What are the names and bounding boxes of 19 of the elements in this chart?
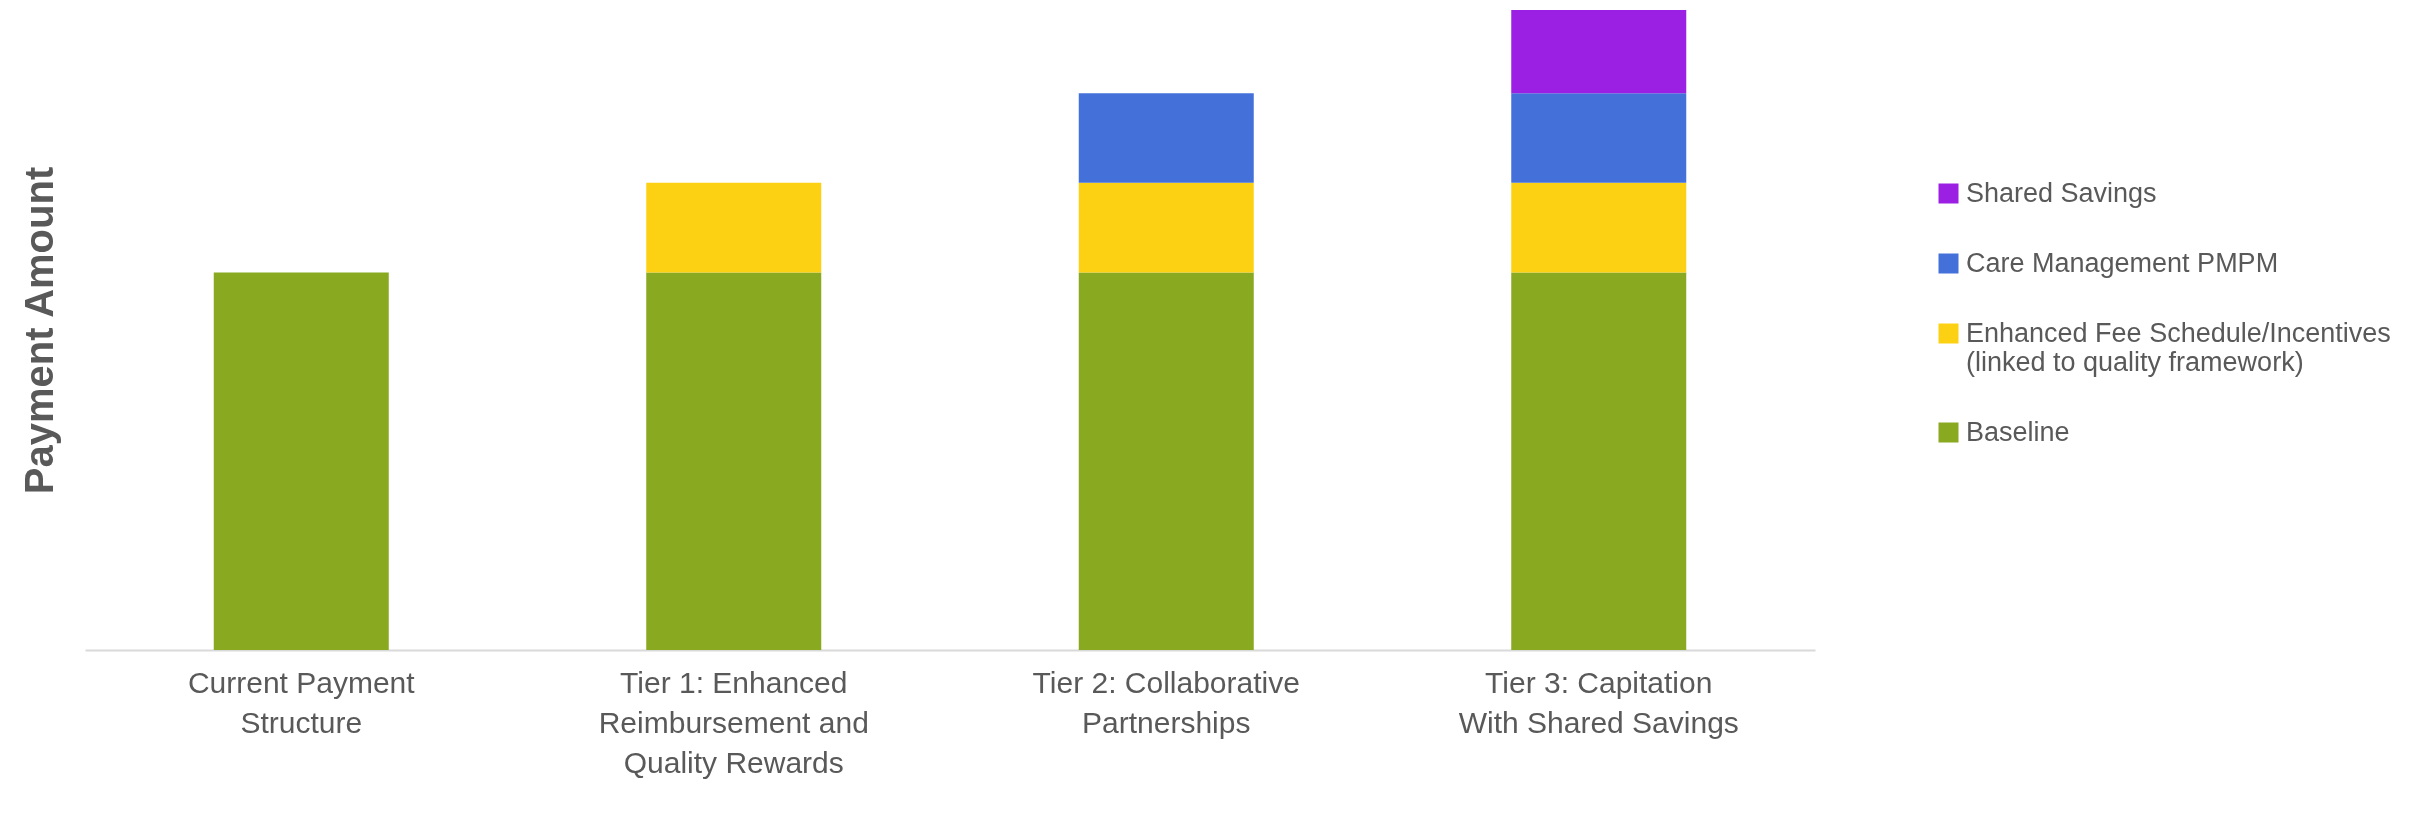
bar [1078,93,1254,183]
legend-label: Baseline [1966,416,2070,447]
legend-label: Care Management PMPM [1966,247,2279,278]
bar [213,272,389,650]
bar [1511,93,1687,183]
bar [1078,182,1254,273]
bar [646,272,822,650]
bar [1078,272,1254,650]
x-tick-label: Tier 2: Collaborative Partnerships [1032,665,1300,739]
bar [646,182,822,273]
bar [1511,182,1687,273]
x-tick-label: Tier 1: Enhanced Reimbursement and Quality Rewards [598,665,869,779]
bar [1511,10,1687,94]
bar [1511,272,1687,650]
legend-label: Enhanced Fee Schedule/Incentives (linked to quality framework) [1966,317,2391,377]
y-axis-title: Payment Amount [16,166,61,495]
x-tick-label: Current Payment Structure [187,665,416,739]
legend-label: Shared Savings [1966,177,2157,208]
x-tick-label: Tier 3: Capitation With Shared Savings [1458,665,1739,739]
